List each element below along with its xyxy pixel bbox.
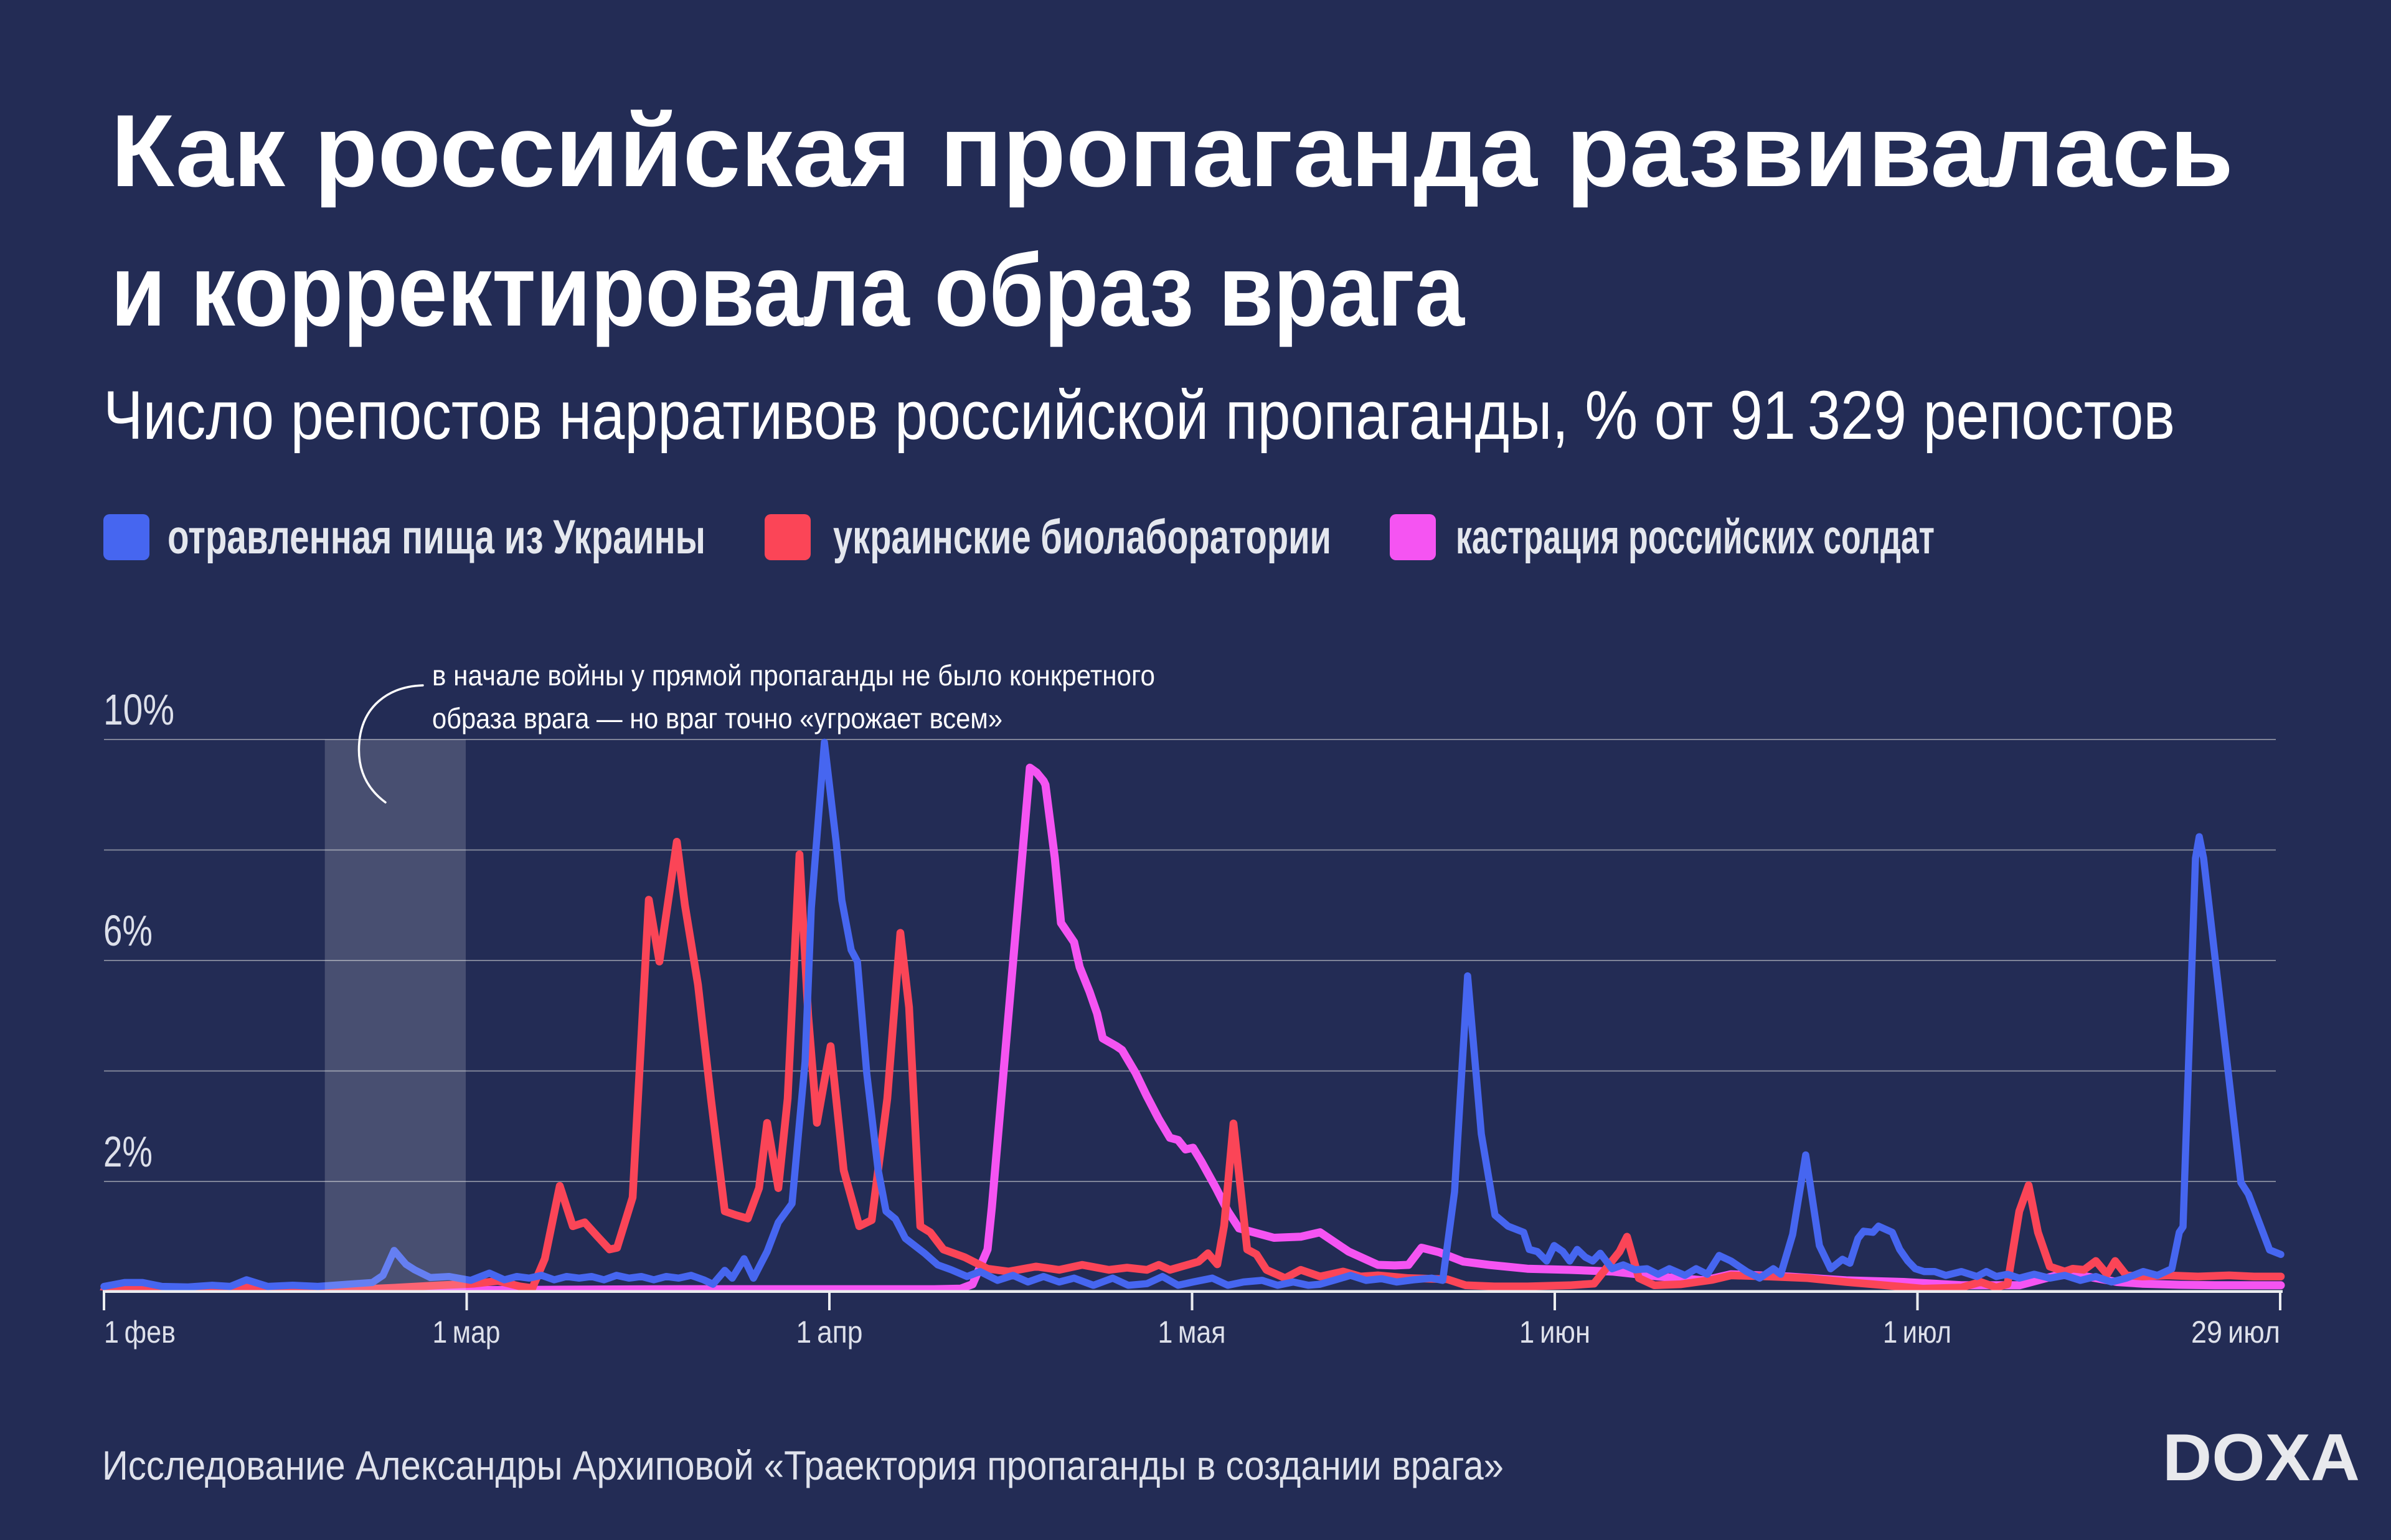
svg-text:Исследование Александры Архипо: Исследование Александры Архиповой «Траек… (102, 1442, 1504, 1488)
svg-text:1 мая: 1 мая (1158, 1315, 1226, 1350)
svg-text:образа врага — но враг точно «: образа врага — но враг точно «угрожает в… (432, 702, 1002, 735)
svg-text:1 июн: 1 июн (1519, 1315, 1590, 1350)
svg-text:1 июл: 1 июл (1883, 1315, 1951, 1350)
svg-text:DOXA: DOXA (2162, 1420, 2360, 1495)
svg-text:10%: 10% (103, 685, 174, 734)
svg-text:в начале войны у прямой пропаг: в начале войны у прямой пропаганды не бы… (432, 659, 1155, 692)
svg-text:29 июл: 29 июл (2191, 1315, 2280, 1350)
svg-text:6%: 6% (103, 906, 153, 955)
svg-text:2%: 2% (103, 1127, 153, 1176)
svg-text:украинские биолаборатории: украинские биолаборатории (833, 510, 1331, 564)
svg-text:1 мар: 1 мар (433, 1315, 501, 1350)
svg-text:1 фев: 1 фев (104, 1315, 176, 1350)
svg-text:Как российская пропаганда разв: Как российская пропаганда развивалась (111, 93, 2233, 208)
svg-text:отравленная пища из Украины: отравленная пища из Украины (167, 510, 705, 564)
svg-text:1 апр: 1 апр (796, 1315, 863, 1350)
svg-text:Число репостов нарративов росс: Число репостов нарративов российской про… (103, 377, 2175, 454)
svg-text:и корректировала образ врага: и корректировала образ врага (111, 233, 1465, 347)
svg-text:кастрация российских солдат: кастрация российских солдат (1456, 510, 1935, 564)
